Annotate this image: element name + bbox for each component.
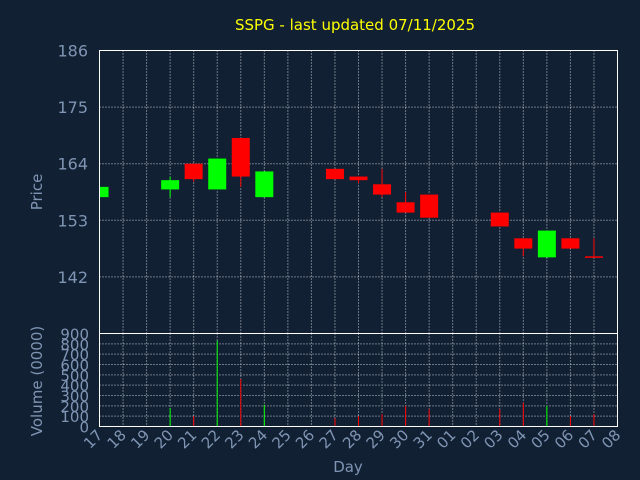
volume-tick-label: 700 xyxy=(60,346,89,364)
x-tick-label: 24 xyxy=(245,426,271,452)
x-tick-label: 05 xyxy=(527,426,553,452)
price-tick-label: 175 xyxy=(57,98,88,117)
candle-body xyxy=(514,238,533,249)
candle-body xyxy=(373,184,392,195)
candle xyxy=(349,176,368,184)
candle-body xyxy=(325,168,344,180)
x-tick-label: 31 xyxy=(410,426,436,452)
volume-bars xyxy=(169,340,595,427)
x-tick-label: 04 xyxy=(504,426,530,452)
volume-tick-label: 900 xyxy=(60,326,89,344)
candle xyxy=(396,192,415,213)
candle-body xyxy=(231,137,250,177)
x-tick-label: 19 xyxy=(127,426,153,452)
x-tick-label: 22 xyxy=(198,426,224,452)
candle xyxy=(561,238,580,249)
volume-tick-label: 500 xyxy=(60,367,89,385)
candle xyxy=(514,238,533,257)
volume-tick-label: 400 xyxy=(60,377,89,395)
candle xyxy=(161,176,180,198)
volume-tick-label: 300 xyxy=(60,388,89,406)
x-tick-label: 18 xyxy=(104,426,130,452)
x-tick-label: 20 xyxy=(151,426,177,452)
volume-panel-frame xyxy=(99,333,618,427)
candle-body xyxy=(490,212,509,227)
price-tick-label: 142 xyxy=(57,268,88,287)
x-tick-label: 07 xyxy=(575,426,601,452)
candle xyxy=(325,168,344,180)
x-tick-label: 02 xyxy=(457,426,483,452)
candle-body xyxy=(99,186,109,198)
volume-grid xyxy=(99,333,618,427)
candle xyxy=(420,194,439,218)
x-tick-label: 06 xyxy=(551,426,577,452)
candle-body xyxy=(208,158,227,190)
candle-body xyxy=(561,238,580,249)
candle-body xyxy=(537,230,556,258)
candle-body xyxy=(255,171,274,198)
price-axis-label: Price xyxy=(28,174,46,211)
price-ticks: 142 153 164 175 186 xyxy=(57,42,88,287)
x-axis-label: Day xyxy=(333,458,363,476)
volume-tick-label: 800 xyxy=(60,336,89,354)
candle xyxy=(255,171,274,198)
candle-body xyxy=(584,256,603,258)
x-tick-label: 01 xyxy=(433,426,459,452)
chart-title: SSPG - last updated 07/11/2025 xyxy=(235,16,475,34)
candle-body xyxy=(161,180,180,190)
price-tick-label: 164 xyxy=(57,155,88,174)
x-tick-label: 27 xyxy=(316,426,342,452)
volume-tick-label: 100 xyxy=(60,408,89,426)
x-tick-label: 29 xyxy=(363,426,389,452)
volume-axis-label: Volume (0000) xyxy=(28,326,46,436)
x-tick-label: 28 xyxy=(339,426,365,452)
candle xyxy=(231,137,250,187)
candle xyxy=(99,186,109,198)
candle-body xyxy=(396,202,415,213)
volume-tick-label: 600 xyxy=(60,357,89,375)
candles xyxy=(99,137,603,258)
x-tick-label: 03 xyxy=(480,426,506,452)
x-tick-label: 21 xyxy=(174,426,200,452)
candle xyxy=(208,158,227,190)
x-tick-label: 23 xyxy=(221,426,247,452)
candle xyxy=(184,163,203,182)
x-ticks: 1718192021222324252627282930310102030405… xyxy=(80,426,624,452)
x-tick-label: 30 xyxy=(386,426,412,452)
x-tick-label: 08 xyxy=(598,426,624,452)
candle xyxy=(537,230,556,258)
x-tick-label: 26 xyxy=(292,426,318,452)
candle-body xyxy=(420,194,439,218)
candle xyxy=(584,238,603,258)
x-tick-label: 25 xyxy=(268,426,294,452)
price-grid xyxy=(99,50,618,334)
candle xyxy=(373,168,392,198)
volume-tick-label: 200 xyxy=(60,398,89,416)
volume-tick-label: 0 xyxy=(79,419,89,437)
price-tick-label: 186 xyxy=(57,42,88,61)
price-tick-label: 153 xyxy=(57,211,88,230)
candle-body xyxy=(184,163,203,180)
candle-body xyxy=(349,176,368,181)
candle xyxy=(490,212,509,227)
